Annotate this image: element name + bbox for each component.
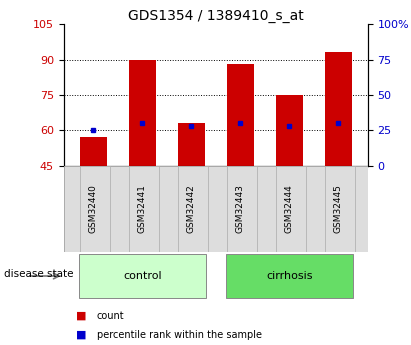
- Text: control: control: [123, 271, 162, 281]
- Text: percentile rank within the sample: percentile rank within the sample: [97, 330, 261, 340]
- Text: GSM32442: GSM32442: [187, 184, 196, 233]
- Text: cirrhosis: cirrhosis: [266, 271, 313, 281]
- FancyBboxPatch shape: [226, 254, 353, 298]
- Text: GSM32441: GSM32441: [138, 184, 147, 233]
- Text: GSM32444: GSM32444: [285, 184, 294, 233]
- Bar: [325, 52, 352, 166]
- FancyBboxPatch shape: [129, 166, 159, 252]
- FancyBboxPatch shape: [227, 166, 257, 252]
- FancyBboxPatch shape: [64, 166, 368, 252]
- FancyBboxPatch shape: [80, 166, 110, 252]
- FancyBboxPatch shape: [276, 166, 306, 252]
- FancyBboxPatch shape: [79, 254, 206, 298]
- Bar: [178, 123, 205, 166]
- Text: GSM32445: GSM32445: [334, 184, 343, 233]
- Text: count: count: [97, 311, 124, 321]
- Title: GDS1354 / 1389410_s_at: GDS1354 / 1389410_s_at: [128, 9, 304, 23]
- FancyBboxPatch shape: [325, 166, 356, 252]
- Bar: [276, 95, 303, 166]
- Bar: [227, 64, 254, 166]
- Text: ■: ■: [76, 330, 87, 340]
- Bar: [80, 137, 106, 166]
- Bar: [129, 59, 156, 166]
- FancyBboxPatch shape: [178, 166, 208, 252]
- Text: ■: ■: [76, 311, 87, 321]
- Text: GSM32443: GSM32443: [236, 184, 245, 233]
- Text: disease state: disease state: [4, 269, 74, 279]
- Text: GSM32440: GSM32440: [89, 184, 98, 233]
